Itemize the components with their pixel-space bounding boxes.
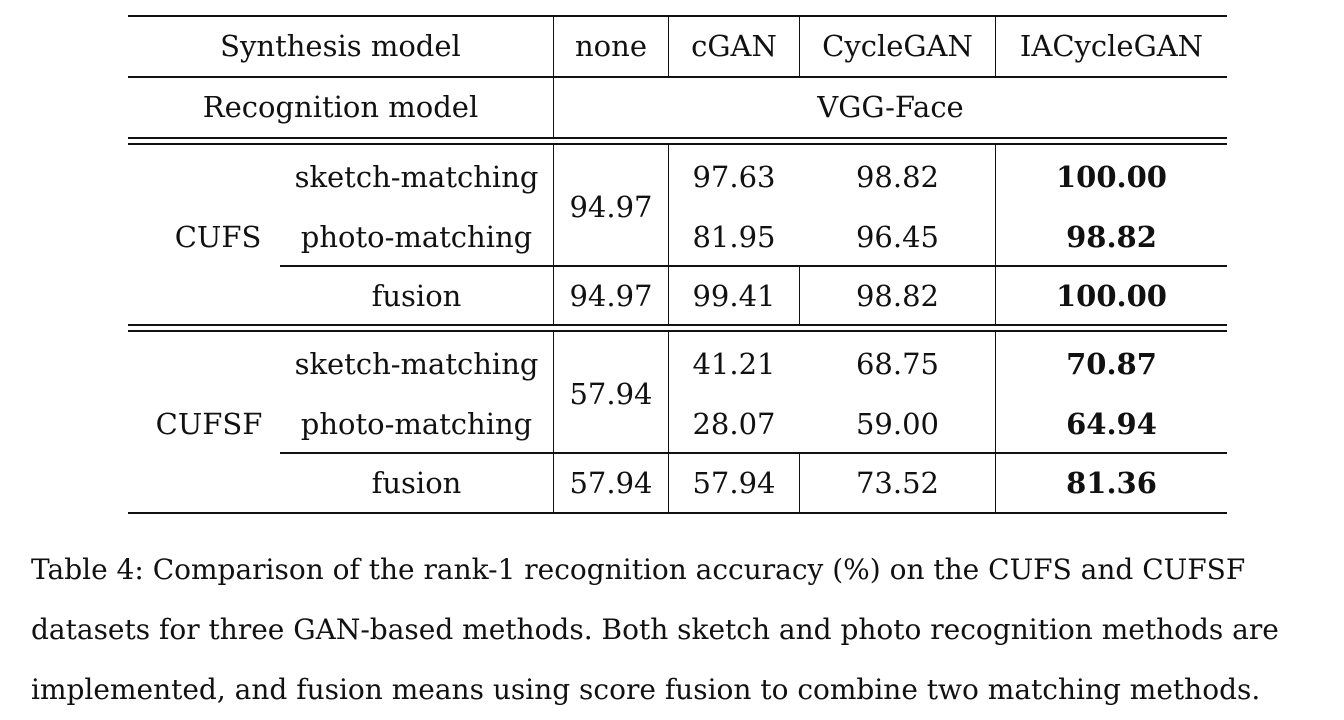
table-cell: 98.82 bbox=[855, 278, 940, 313]
header-vrule-4 bbox=[995, 16, 996, 76]
table-cell: 59.00 bbox=[855, 406, 940, 441]
recognition-model-label: Recognition model bbox=[202, 89, 479, 124]
method-label: photo-matching bbox=[300, 219, 533, 254]
method-label: photo-matching bbox=[300, 406, 533, 441]
cufs-vrule-2 bbox=[668, 145, 669, 324]
cufs-vrule-3 bbox=[799, 266, 800, 324]
table-cell: 41.21 bbox=[692, 346, 776, 381]
table-cell: 98.82 bbox=[855, 159, 940, 194]
table-bottom-rule bbox=[128, 512, 1227, 514]
table-cell: 96.45 bbox=[855, 219, 940, 254]
cufsf-fusion-rule bbox=[280, 452, 1227, 454]
method-label: fusion bbox=[371, 278, 462, 313]
caption-line: datasets for three GAN-based methods. Bo… bbox=[31, 613, 1279, 646]
best-result-cell: 70.87 bbox=[1066, 346, 1157, 381]
column-header-iacyclegan: IACycleGAN bbox=[1019, 28, 1204, 63]
recognition-model-value: VGG-Face bbox=[817, 89, 964, 124]
table-cell: 57.94 bbox=[692, 465, 776, 500]
method-label: sketch-matching bbox=[294, 159, 539, 194]
method-label: sketch-matching bbox=[294, 346, 539, 381]
table-top-rule bbox=[128, 15, 1227, 17]
best-result-cell: 100.00 bbox=[1056, 159, 1167, 194]
method-label: fusion bbox=[371, 465, 462, 500]
table-cell: 97.63 bbox=[692, 159, 776, 194]
table-cell: 57.94 bbox=[569, 465, 653, 500]
dataset-label-cufs: CUFS bbox=[174, 219, 262, 254]
header-double-rule-upper bbox=[128, 137, 1227, 139]
best-result-cell: 98.82 bbox=[1066, 219, 1157, 254]
header-vrule-1 bbox=[553, 16, 554, 137]
table-cell: 99.41 bbox=[692, 278, 776, 313]
cufsf-vrule-3 bbox=[799, 453, 800, 512]
cufsf-vrule-4 bbox=[995, 332, 996, 512]
best-result-cell: 81.36 bbox=[1066, 465, 1157, 500]
cufs-none-matching-value: 94.97 bbox=[569, 189, 653, 224]
table-caption: Table 4: Comparison of the rank-1 recogn… bbox=[31, 540, 1321, 720]
best-result-cell: 64.94 bbox=[1066, 406, 1157, 441]
cufsf-vrule-1 bbox=[553, 332, 554, 512]
group-double-rule-lower bbox=[128, 330, 1227, 332]
header-vrule-2 bbox=[668, 16, 669, 76]
table-cell: 94.97 bbox=[569, 278, 653, 313]
table-cell: 73.52 bbox=[855, 465, 940, 500]
column-header-none: none bbox=[575, 28, 647, 63]
cufs-vrule-4 bbox=[995, 145, 996, 324]
best-result-cell: 100.00 bbox=[1056, 278, 1167, 313]
table-cell: 81.95 bbox=[692, 219, 776, 254]
column-header-cgan: cGAN bbox=[691, 28, 777, 63]
table-cell: 68.75 bbox=[855, 346, 940, 381]
synthesis-model-label: Synthesis model bbox=[220, 28, 461, 63]
dataset-label-cufsf: CUFSF bbox=[155, 406, 263, 441]
cufs-vrule-1 bbox=[553, 145, 554, 324]
caption-line: implemented, and fusion means using scor… bbox=[31, 673, 1261, 706]
cufsf-vrule-2 bbox=[668, 332, 669, 512]
header-separator-rule bbox=[128, 76, 1227, 78]
cufs-fusion-rule bbox=[280, 265, 1227, 267]
group-double-rule-upper bbox=[128, 324, 1227, 326]
cufsf-none-matching-value: 57.94 bbox=[569, 376, 653, 411]
caption-line: Table 4: Comparison of the rank-1 recogn… bbox=[31, 553, 1246, 586]
header-double-rule-lower bbox=[128, 143, 1227, 145]
column-header-cyclegan: CycleGAN bbox=[822, 28, 973, 63]
header-vrule-3 bbox=[799, 16, 800, 76]
results-table: Synthesis model none cGAN CycleGAN IACyc… bbox=[128, 15, 1227, 514]
table-cell: 28.07 bbox=[692, 406, 776, 441]
